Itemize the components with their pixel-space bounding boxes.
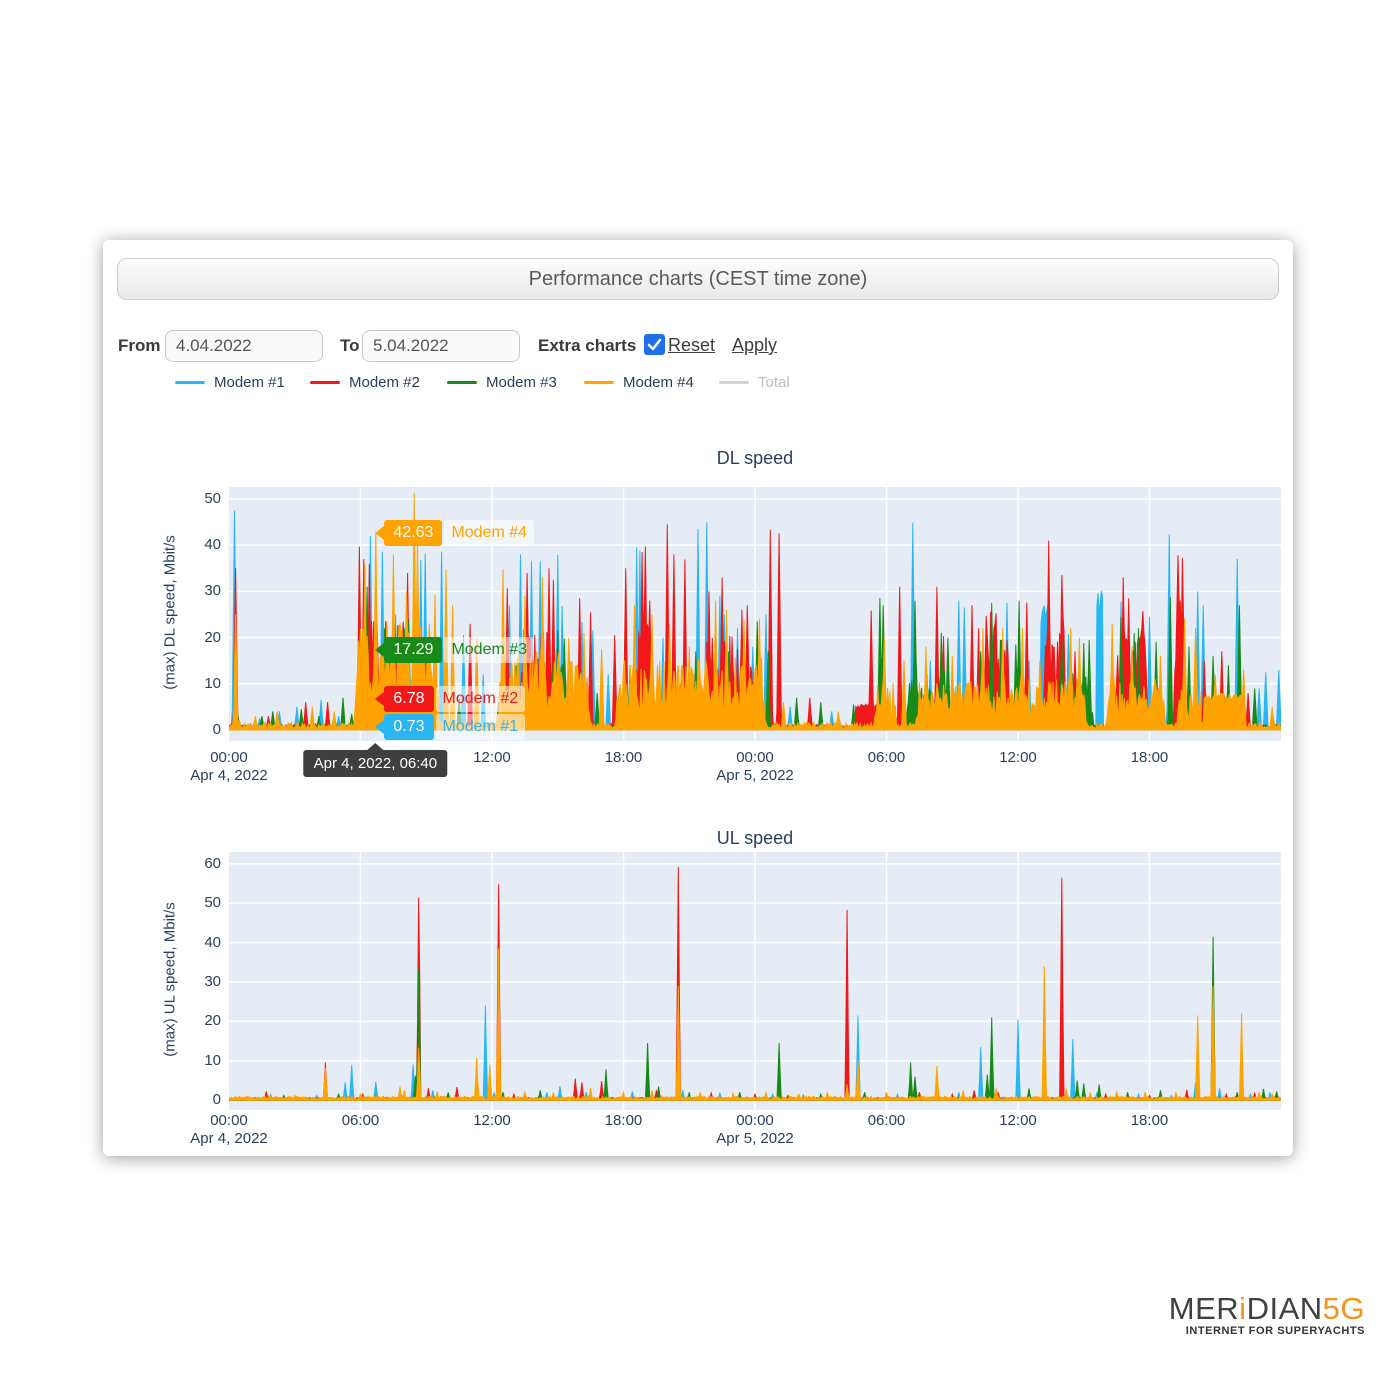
y-tick-label: 40	[204, 536, 221, 554]
hover-badge-series-label: Modem #3	[444, 637, 535, 664]
y-tick-label: 0	[212, 720, 221, 738]
hover-badge-arrow-icon	[375, 643, 385, 658]
x-tick-date-label: Apr 5, 2022	[716, 767, 794, 784]
hover-badge-arrow-icon	[375, 719, 385, 734]
checkmark-icon	[647, 338, 662, 351]
apply-link[interactable]: Apply	[732, 335, 778, 355]
series-area-modem-4	[229, 492, 1281, 731]
to-label: To	[340, 336, 360, 355]
meridian5g-logo: MERiDIAN5G INTERNET FOR SUPERYACHTS	[1040, 1292, 1365, 1337]
x-tick-label: 00:00	[210, 749, 248, 766]
x-tick-label: 12:00	[473, 1112, 511, 1129]
y-tick-label: 20	[204, 628, 221, 646]
x-tick-label: 00:00	[210, 1112, 248, 1129]
x-tick-label: 18:00	[1130, 749, 1169, 766]
hover-badge-arrow-icon	[375, 526, 385, 541]
hover-badge-value: 42.63	[384, 520, 443, 547]
hover-badge-value: 6.78	[384, 685, 434, 712]
x-tick-label: 18:00	[604, 1112, 643, 1129]
legend-swatch	[175, 380, 205, 384]
logo-tagline: INTERNET FOR SUPERYACHTS	[1185, 1325, 1365, 1337]
y-tick-label: 40	[204, 933, 221, 951]
legend-swatch	[719, 380, 749, 384]
x-tick-label: 06:00	[867, 749, 906, 766]
legend-label: Modem #3	[486, 373, 557, 391]
from-date-input[interactable]	[165, 330, 323, 362]
reset-link[interactable]: Reset	[668, 335, 716, 355]
y-tick-label: 0	[212, 1091, 221, 1109]
x-tick-label: 18:00	[604, 749, 643, 766]
y-tick-label: 50	[204, 894, 221, 912]
hover-badge-value: 17.29	[384, 637, 443, 664]
chart-title-dl: DL speed	[716, 448, 794, 468]
tooltip-up-arrow-icon	[367, 743, 384, 750]
y-tick-label: 30	[204, 972, 221, 990]
legend-label: Total	[758, 373, 790, 391]
legend-item-modem-3[interactable]: Modem #3	[447, 372, 557, 392]
x-tick-date-label: Apr 4, 2022	[190, 767, 268, 784]
x-tick-label: 00:00	[736, 749, 774, 766]
series-area-modem-4	[229, 948, 1281, 1101]
x-tick-date-label: Apr 4, 2022	[190, 1130, 268, 1147]
y-tick-label: 20	[204, 1012, 221, 1030]
x-tick-date-label: Apr 5, 2022	[716, 1130, 794, 1147]
y-tick-label: 10	[204, 1051, 221, 1069]
y-tick-label: 60	[204, 854, 221, 872]
x-tick-label: 06:00	[867, 1112, 906, 1129]
panel-title: Performance charts (CEST time zone)	[528, 268, 868, 290]
hover-badge-series-label: Modem #1	[435, 713, 526, 740]
y-tick-label: 50	[204, 490, 221, 507]
hover-badge-value: 0.73	[384, 713, 434, 740]
logo-wordmark: MERiDIAN5G	[1168, 1291, 1365, 1326]
legend-label: Modem #4	[623, 373, 694, 391]
hover-badge-modem-1: 0.73 Modem #1	[375, 713, 526, 740]
hover-badge-modem-4: 42.63 Modem #4	[375, 520, 535, 547]
panel-header: Performance charts (CEST time zone)	[117, 258, 1279, 300]
extra-charts-checkbox[interactable]	[644, 334, 665, 355]
from-label: From	[118, 336, 161, 355]
x-tick-label: 00:00	[736, 1112, 774, 1129]
y-axis-title: (max) UL speed, Mbit/s	[161, 902, 179, 1057]
to-date-input[interactable]	[362, 330, 520, 362]
plot-area-ul[interactable]	[229, 852, 1281, 1110]
hover-badge-modem-2: 6.78 Modem #2	[375, 685, 526, 712]
legend-swatch	[584, 380, 614, 384]
extra-charts-label: Extra charts	[538, 336, 637, 355]
legend-label: Modem #1	[214, 373, 285, 391]
legend-item-total[interactable]: Total	[719, 372, 790, 392]
performance-panel: Performance charts (CEST time zone) From…	[103, 240, 1293, 1156]
x-tick-label: 12:00	[999, 749, 1037, 766]
y-tick-label: 30	[204, 582, 221, 600]
hover-badge-series-label: Modem #2	[435, 685, 526, 712]
x-tick-label: 18:00	[1130, 1112, 1169, 1129]
x-tick-label: 12:00	[473, 749, 511, 766]
legend-swatch	[447, 380, 477, 384]
hover-badge-modem-3: 17.29 Modem #3	[375, 637, 535, 664]
y-axis-title: (max) DL speed, Mbit/s	[161, 535, 179, 690]
legend-label: Modem #2	[349, 373, 420, 391]
hover-badge-arrow-icon	[375, 691, 385, 706]
legend-item-modem-1[interactable]: Modem #1	[175, 372, 285, 392]
legend-item-modem-4[interactable]: Modem #4	[584, 372, 694, 392]
hover-badge-series-label: Modem #4	[444, 520, 535, 547]
x-tick-label: 12:00	[999, 1112, 1037, 1129]
legend-item-modem-2[interactable]: Modem #2	[310, 372, 420, 392]
legend-swatch	[310, 380, 340, 384]
y-tick-label: 10	[204, 674, 221, 692]
hover-time-tooltip: Apr 4, 2022, 06:40	[303, 743, 448, 777]
x-tick-label: 06:00	[341, 1112, 380, 1129]
chart-title-ul: UL speed	[716, 828, 794, 848]
